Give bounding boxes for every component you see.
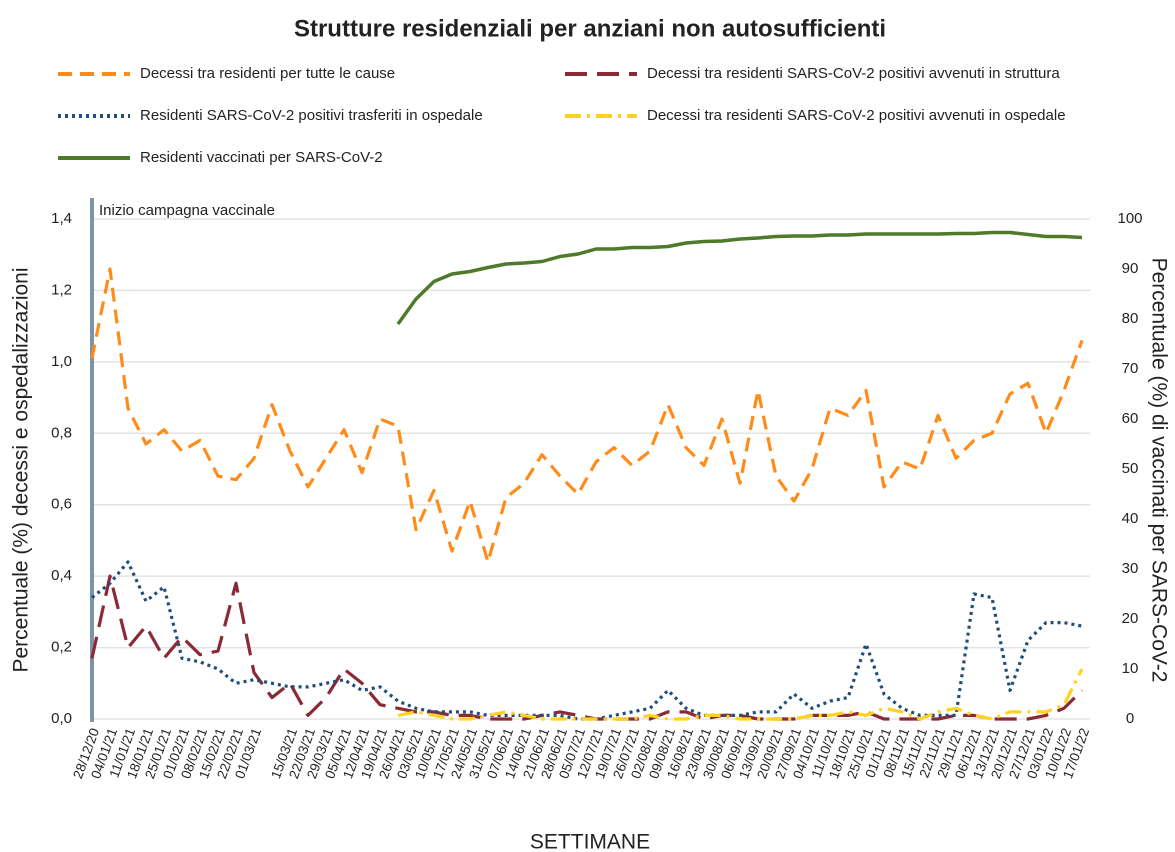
legend-label: Decessi tra residenti SARS-CoV-2 positiv… xyxy=(647,65,1060,82)
y2-tick-label: 90 xyxy=(1122,260,1139,277)
legend-label: Residenti vaccinati per SARS-CoV-2 xyxy=(140,149,383,166)
series-line xyxy=(91,560,1083,721)
y2-tick-label: 20 xyxy=(1122,610,1139,627)
y2-tick-label: 10 xyxy=(1122,660,1139,677)
y2-tick-label: 0 xyxy=(1126,710,1134,727)
series-line xyxy=(396,230,1083,326)
y-tick-label: 0,8 xyxy=(51,424,72,441)
y2-tick-label: 70 xyxy=(1122,360,1139,377)
y-tick-label: 0,4 xyxy=(51,567,72,584)
y-axis-title: Percentuale (%) decessi e ospedalizzazio… xyxy=(10,267,33,672)
y2-tick-label: 30 xyxy=(1122,560,1139,577)
y2-tick-label: 40 xyxy=(1122,510,1139,527)
y-tick-label: 1,4 xyxy=(51,210,72,227)
y-tick-label: 0,6 xyxy=(51,496,72,513)
legend-label: Residenti SARS-CoV-2 positivi trasferiti… xyxy=(140,107,483,124)
y2-axis-title: Percentuale (%) di vaccinati per SARS-Co… xyxy=(1147,258,1170,683)
y2-tick-label: 80 xyxy=(1122,310,1139,327)
y-tick-label: 1,0 xyxy=(51,353,72,370)
y2-tick-label: 50 xyxy=(1122,460,1139,477)
series-line xyxy=(397,668,1084,721)
y-tick-label: 1,2 xyxy=(51,281,72,298)
y2-tick-label: 100 xyxy=(1117,210,1142,227)
y-tick-label: 0,0 xyxy=(51,710,72,727)
x-axis-title: SETTIMANE xyxy=(530,831,650,852)
annotation: Inizio campagna vaccinale xyxy=(99,202,275,219)
series-line xyxy=(90,267,1084,564)
legend-label: Decessi tra residenti SARS-CoV-2 positiv… xyxy=(647,107,1066,124)
y-tick-label: 0,2 xyxy=(51,639,72,656)
y2-tick-label: 60 xyxy=(1122,410,1139,427)
legend-label: Decessi tra residenti per tutte le cause xyxy=(140,65,395,82)
chart-title: Strutture residenziali per anziani non a… xyxy=(294,15,886,42)
